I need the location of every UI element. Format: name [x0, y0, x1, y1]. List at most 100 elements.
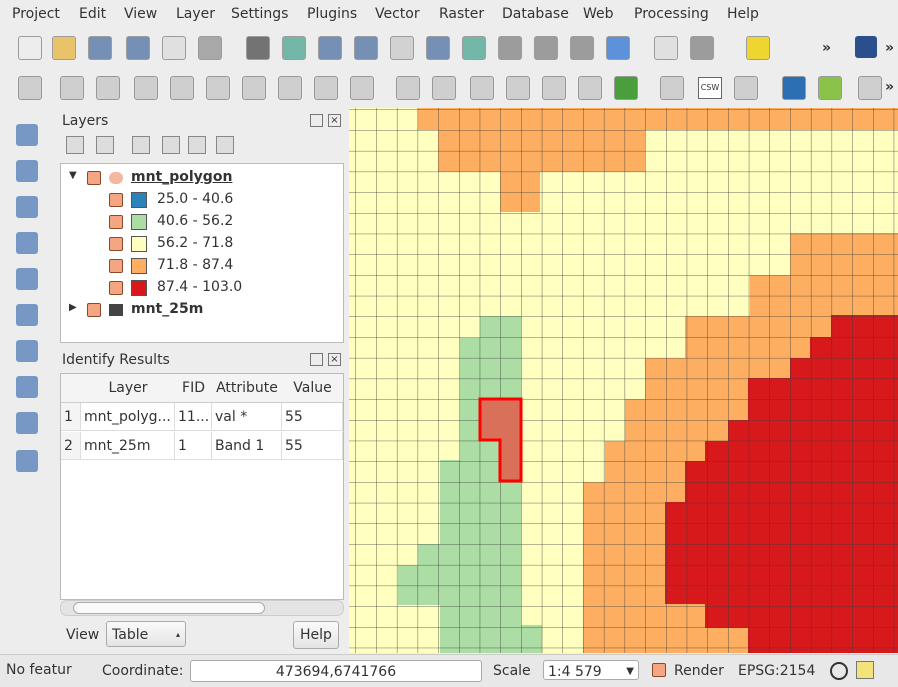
column-header[interactable]: Value — [282, 374, 343, 403]
toolbar-overflow[interactable]: » — [885, 79, 895, 95]
tool-button[interactable] — [16, 124, 38, 146]
layer-checkbox[interactable] — [87, 171, 101, 185]
table-cell[interactable]: 1 — [175, 432, 212, 460]
layer-tool[interactable] — [188, 136, 206, 154]
tool-button[interactable] — [858, 76, 882, 100]
row-number[interactable]: 2 — [61, 432, 81, 460]
table-cell[interactable]: val * — [212, 403, 282, 431]
csw-icon[interactable]: CSW — [698, 77, 722, 99]
tool-button[interactable] — [542, 76, 566, 100]
layer-tool[interactable] — [132, 136, 150, 154]
tool-button[interactable] — [426, 36, 450, 60]
expand-arrow[interactable]: ▼ — [69, 170, 77, 181]
tool-button[interactable] — [16, 376, 38, 398]
toolbar-overflow[interactable]: » — [822, 40, 832, 56]
tool-button[interactable] — [96, 76, 120, 100]
tool-button[interactable] — [534, 36, 558, 60]
tool-button[interactable] — [126, 36, 150, 60]
float-button[interactable] — [310, 353, 323, 366]
menu-item[interactable]: Project — [12, 6, 60, 22]
tool-button[interactable] — [432, 76, 456, 100]
tool-button[interactable] — [734, 76, 758, 100]
tool-button[interactable] — [246, 36, 270, 60]
help-icon[interactable] — [855, 36, 877, 58]
tool-button[interactable] — [654, 36, 678, 60]
tool-button[interactable] — [506, 76, 530, 100]
table-cell[interactable]: 55 — [282, 403, 343, 431]
tool-button[interactable] — [282, 36, 306, 60]
messages-icon[interactable] — [856, 661, 874, 679]
tool-button[interactable] — [390, 36, 414, 60]
tool-button[interactable] — [354, 36, 378, 60]
close-button[interactable]: × — [328, 353, 341, 366]
tool-button[interactable] — [16, 340, 38, 362]
tool-button[interactable] — [206, 76, 230, 100]
h-scrollbar[interactable] — [60, 600, 344, 616]
menu-item[interactable]: View — [124, 6, 158, 22]
menu-item[interactable]: Settings — [231, 6, 289, 22]
column-header[interactable]: FID — [175, 374, 213, 403]
tool-button[interactable] — [18, 36, 42, 60]
menu-item[interactable]: Database — [502, 6, 569, 22]
menu-item[interactable]: Plugins — [307, 6, 358, 22]
tool-button[interactable] — [16, 232, 38, 254]
tool-button[interactable] — [318, 36, 342, 60]
tool-button[interactable] — [162, 36, 186, 60]
layer-tool[interactable] — [216, 136, 234, 154]
tool-button[interactable] — [198, 36, 222, 60]
crs-icon[interactable] — [830, 662, 848, 680]
table-cell[interactable]: 11... — [175, 403, 212, 431]
table-cell[interactable]: mnt_25m — [81, 432, 175, 460]
tool-button[interactable] — [782, 76, 806, 100]
tool-button[interactable] — [396, 76, 420, 100]
table-cell[interactable]: mnt_polyg... — [81, 403, 175, 431]
layer-tool[interactable] — [162, 136, 180, 154]
layer-name[interactable]: mnt_25m — [131, 301, 204, 317]
class-checkbox[interactable] — [109, 193, 123, 207]
layer-checkbox[interactable] — [87, 303, 101, 317]
tool-button[interactable] — [350, 76, 374, 100]
map-canvas[interactable] — [349, 108, 898, 653]
menu-item[interactable]: Help — [727, 6, 759, 22]
class-checkbox[interactable] — [109, 281, 123, 295]
menu-item[interactable]: Processing — [634, 6, 709, 22]
layer-tool[interactable] — [66, 136, 84, 154]
float-button[interactable] — [310, 114, 323, 127]
row-number[interactable]: 1 — [61, 403, 81, 431]
tool-button[interactable] — [470, 76, 494, 100]
class-checkbox[interactable] — [109, 215, 123, 229]
tool-button[interactable] — [614, 76, 638, 100]
tool-button[interactable] — [16, 268, 38, 290]
close-button[interactable]: × — [328, 114, 341, 127]
tool-button[interactable] — [16, 412, 38, 434]
tool-button[interactable] — [690, 36, 714, 60]
tool-button[interactable] — [746, 36, 770, 60]
tool-button[interactable] — [52, 36, 76, 60]
tool-button[interactable] — [134, 76, 158, 100]
layer-tool[interactable] — [96, 136, 114, 154]
tool-button[interactable] — [578, 76, 602, 100]
tool-button[interactable] — [314, 76, 338, 100]
menu-item[interactable]: Edit — [79, 6, 107, 22]
render-checkbox[interactable] — [652, 663, 666, 677]
tool-button[interactable] — [462, 36, 486, 60]
coordinate-field[interactable]: 473694,6741766 — [190, 660, 482, 682]
menu-item[interactable]: Layer — [176, 6, 216, 22]
menu-item[interactable]: Vector — [375, 6, 420, 22]
table-cell[interactable]: Band 1 — [212, 432, 282, 460]
tool-button[interactable] — [60, 76, 84, 100]
column-header[interactable]: Layer — [81, 374, 176, 403]
tool-button[interactable] — [498, 36, 522, 60]
class-checkbox[interactable] — [109, 259, 123, 273]
view-select[interactable]: Table ▴ — [106, 621, 186, 647]
tool-button[interactable] — [16, 160, 38, 182]
table-cell[interactable]: 55 — [282, 432, 343, 460]
class-checkbox[interactable] — [109, 237, 123, 251]
tool-button[interactable] — [818, 76, 842, 100]
toolbar-overflow[interactable]: » — [885, 40, 895, 56]
help-button[interactable]: Help — [293, 621, 339, 649]
tool-button[interactable] — [16, 450, 38, 472]
tool-button[interactable] — [660, 76, 684, 100]
scroll-thumb[interactable] — [73, 602, 265, 614]
tool-button[interactable] — [16, 196, 38, 218]
